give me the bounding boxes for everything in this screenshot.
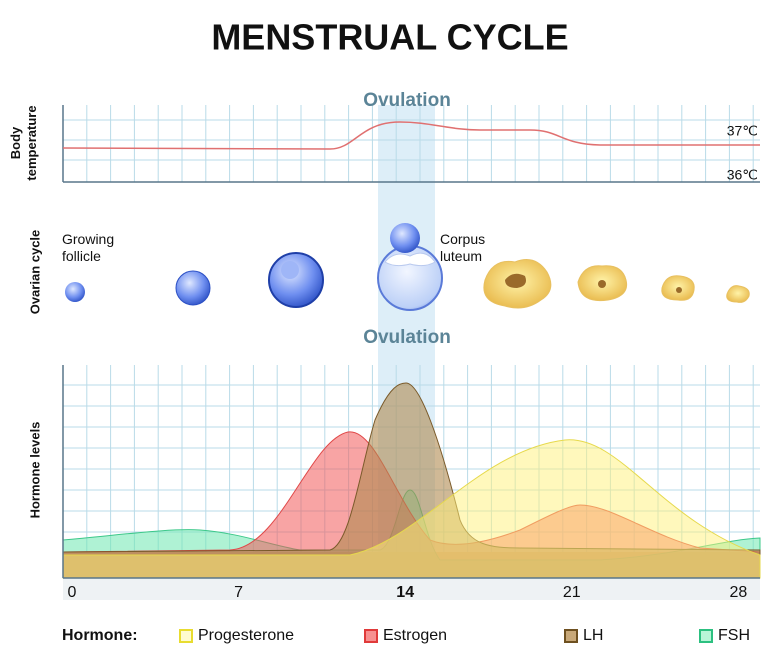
x-axis-band (63, 578, 760, 600)
follicles (65, 223, 443, 311)
growing-label: Growing follicle (62, 231, 114, 264)
temperature-y-label: Bodytemperature (8, 105, 39, 180)
legend-label: Progesterone (198, 627, 294, 644)
x-labels: 0 7 14 21 28 (68, 584, 748, 601)
legend-label: Estrogen (383, 627, 447, 644)
x-label: 7 (234, 584, 243, 601)
label-line: Growing (62, 231, 114, 247)
ovulation-label: Ovulation (363, 327, 451, 348)
ovarian-y-label: Ovarian cycle (27, 230, 42, 315)
legend-swatch (564, 629, 578, 643)
x-label: 0 (68, 584, 77, 601)
title: MENSTRUAL CYCLE (211, 17, 568, 58)
corpus-luteum (483, 259, 750, 309)
legend-swatch (699, 629, 713, 643)
x-label: 28 (730, 584, 748, 601)
temp-label: 37℃ (727, 123, 758, 139)
corpus-label: Corpus luteum (440, 231, 485, 264)
ovulation-label: Ovulation (363, 90, 451, 111)
legend-label: LH (583, 627, 603, 644)
hormone-y-label: Hormone levels (27, 422, 42, 519)
label-line: Corpus (440, 231, 485, 247)
progesterone-curve (62, 439, 761, 579)
label-line: Body (8, 126, 23, 159)
label-line: temperature (24, 105, 39, 180)
legend: Progesterone Estrogen LH FSH (179, 627, 750, 644)
label-line: luteum (440, 248, 482, 264)
legend-label: FSH (718, 627, 750, 644)
x-label: 14 (396, 584, 414, 601)
x-label: 21 (563, 584, 581, 601)
label-line: follicle (62, 248, 101, 264)
temp-label: 36℃ (727, 167, 758, 183)
legend-swatch (179, 629, 193, 643)
legend-swatch (364, 629, 378, 643)
temperature-line (62, 121, 760, 150)
legend-title: Hormone: (62, 627, 138, 644)
